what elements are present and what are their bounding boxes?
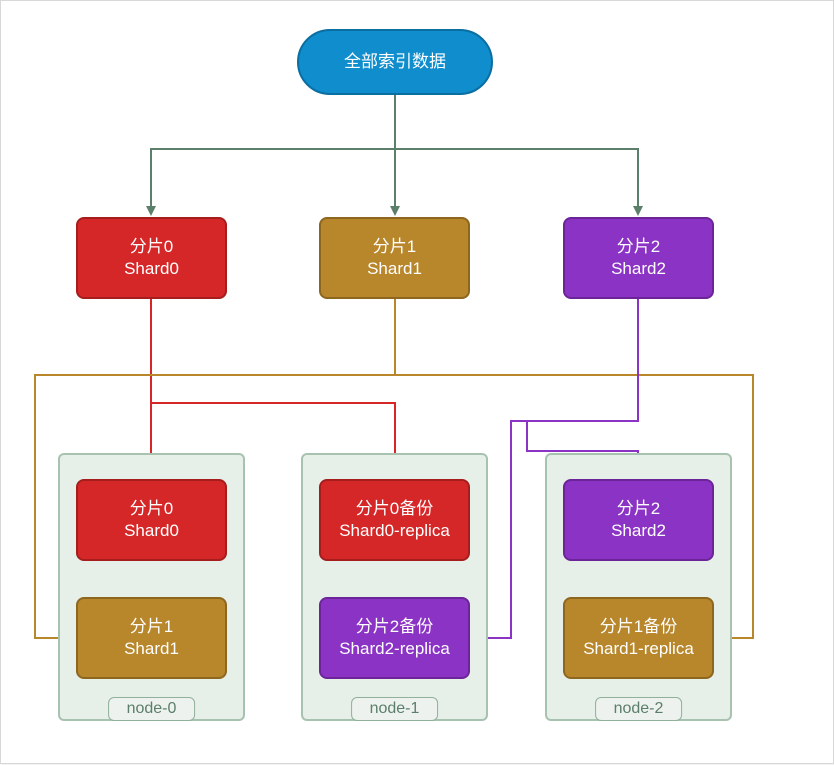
group-label-node1: node-1 (351, 697, 439, 721)
node-node0_b-line2: Shard1 (124, 638, 179, 660)
node-node0_a-line2: Shard0 (124, 520, 179, 542)
group-label-node2: node-2 (595, 697, 683, 721)
node-node1_a-line1: 分片0备份 (356, 498, 433, 520)
node-node0_b: 分片1Shard1 (76, 597, 227, 679)
group-label-node0: node-0 (108, 697, 196, 721)
node-node0_a-line1: 分片0 (130, 498, 173, 520)
node-root: 全部索引数据 (297, 29, 493, 95)
node-node1_b-line1: 分片2备份 (356, 616, 433, 638)
node-shard1_top: 分片1Shard1 (319, 217, 470, 299)
node-shard2_top-line1: 分片2 (617, 236, 660, 258)
node-shard0_top: 分片0Shard0 (76, 217, 227, 299)
diagram-canvas: node-0node-1node-2全部索引数据分片0Shard0分片1Shar… (0, 0, 834, 764)
node-node0_b-line1: 分片1 (130, 616, 173, 638)
node-node1_b-line2: Shard2-replica (339, 638, 450, 660)
node-shard1_top-line1: 分片1 (373, 236, 416, 258)
node-node2_b: 分片1备份Shard1-replica (563, 597, 714, 679)
node-shard2_top: 分片2Shard2 (563, 217, 714, 299)
node-shard1_top-line2: Shard1 (367, 258, 422, 280)
node-node1_a-line2: Shard0-replica (339, 520, 450, 542)
node-node2_b-line2: Shard1-replica (583, 638, 694, 660)
edge-root-to-shard0_top (151, 95, 395, 207)
node-node1_a: 分片0备份Shard0-replica (319, 479, 470, 561)
node-node1_b: 分片2备份Shard2-replica (319, 597, 470, 679)
node-node2_a-line1: 分片2 (617, 498, 660, 520)
node-shard0_top-line1: 分片0 (130, 236, 173, 258)
edge-shard2_top-to-node2_a (527, 299, 638, 469)
edge-root-to-shard2_top (395, 95, 638, 207)
node-root-line1: 全部索引数据 (344, 51, 446, 73)
node-shard0_top-line2: Shard0 (124, 258, 179, 280)
node-node2_a-line2: Shard2 (611, 520, 666, 542)
node-node0_a: 分片0Shard0 (76, 479, 227, 561)
node-node2_a: 分片2Shard2 (563, 479, 714, 561)
node-node2_b-line1: 分片1备份 (600, 616, 677, 638)
edge-shard0_top-to-node1_a (151, 299, 395, 469)
node-shard2_top-line2: Shard2 (611, 258, 666, 280)
